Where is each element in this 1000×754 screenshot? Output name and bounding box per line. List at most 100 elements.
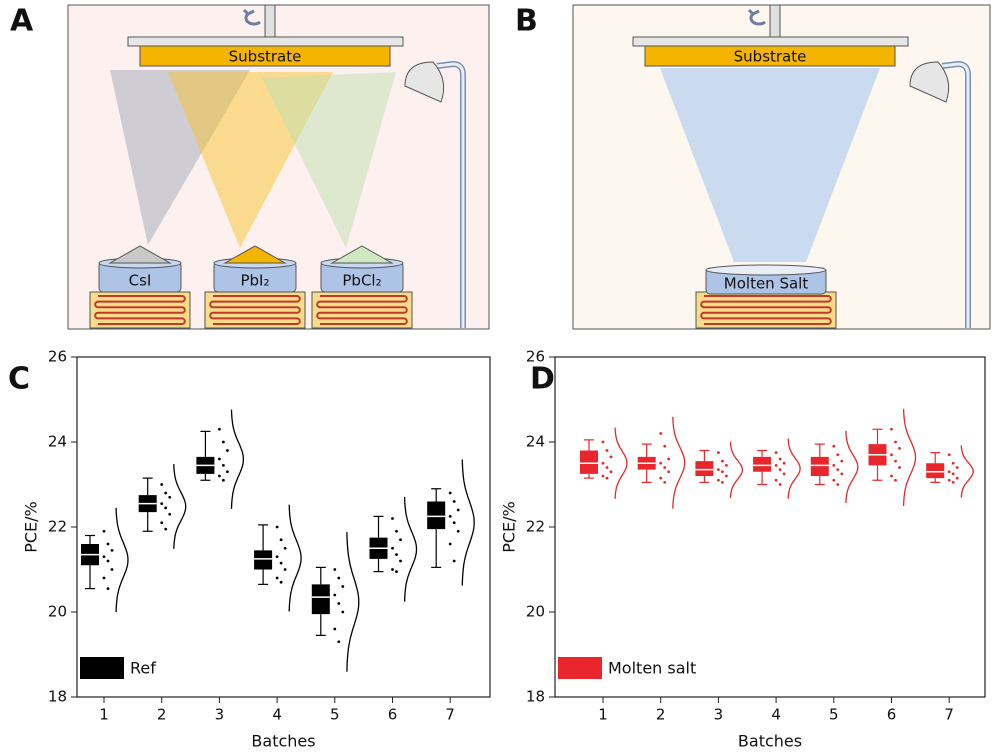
lamp-head bbox=[909, 61, 950, 103]
box bbox=[810, 456, 829, 476]
box bbox=[753, 456, 772, 472]
data-point bbox=[160, 502, 164, 506]
distribution-curve bbox=[403, 496, 418, 602]
x-tick-label: 1 bbox=[598, 706, 608, 724]
data-point bbox=[164, 506, 168, 510]
data-point bbox=[605, 476, 609, 480]
data-point bbox=[836, 453, 840, 457]
heater-coil bbox=[316, 295, 408, 325]
data-point bbox=[778, 457, 782, 461]
data-point bbox=[782, 461, 786, 465]
data-point bbox=[102, 576, 106, 580]
data-point bbox=[663, 466, 667, 469]
data-point bbox=[279, 561, 283, 565]
data-point bbox=[110, 568, 114, 571]
box bbox=[427, 501, 446, 530]
data-point bbox=[222, 478, 225, 482]
crucible-rim bbox=[705, 264, 827, 276]
vapor-beam bbox=[262, 72, 396, 248]
source-powder bbox=[330, 245, 394, 264]
data-point bbox=[774, 478, 778, 482]
data-point bbox=[609, 470, 613, 474]
legend-swatch bbox=[80, 657, 124, 679]
box bbox=[580, 450, 598, 474]
distribution-curve bbox=[845, 430, 859, 504]
data-point bbox=[774, 451, 778, 455]
y-tick-label: 18 bbox=[526, 688, 545, 706]
data-point bbox=[160, 521, 164, 525]
data-point bbox=[275, 525, 279, 529]
data-point bbox=[605, 466, 609, 469]
y-tick-label: 22 bbox=[48, 518, 67, 536]
y-tick-label: 20 bbox=[48, 603, 67, 621]
data-point bbox=[890, 474, 893, 478]
data-point bbox=[164, 527, 168, 531]
x-tick-label: 3 bbox=[714, 706, 724, 724]
box bbox=[254, 550, 273, 570]
data-point bbox=[609, 455, 613, 459]
data-point bbox=[399, 559, 402, 563]
data-point bbox=[778, 483, 782, 486]
heater-coil bbox=[209, 295, 301, 325]
data-point bbox=[222, 463, 225, 467]
data-point bbox=[955, 466, 959, 469]
y-tick-label: 24 bbox=[526, 433, 545, 451]
data-point bbox=[333, 568, 337, 571]
data-point bbox=[601, 461, 605, 465]
data-point bbox=[836, 483, 840, 486]
source-powder bbox=[108, 245, 172, 264]
data-point bbox=[836, 468, 840, 472]
data-point bbox=[448, 491, 452, 495]
data-point bbox=[337, 640, 341, 644]
data-point bbox=[717, 468, 720, 472]
data-point bbox=[168, 495, 172, 499]
data-point bbox=[106, 542, 110, 546]
data-point bbox=[717, 451, 720, 455]
distribution-curve bbox=[288, 504, 302, 612]
data-point bbox=[102, 529, 106, 533]
data-point bbox=[275, 555, 279, 559]
x-tick-label: 5 bbox=[829, 706, 839, 724]
data-point bbox=[955, 476, 959, 480]
distribution-curve bbox=[672, 416, 686, 509]
data-point bbox=[106, 559, 110, 563]
y-tick-label: 24 bbox=[48, 433, 67, 451]
substrate-holder bbox=[127, 36, 404, 47]
heater bbox=[204, 291, 306, 329]
data-point bbox=[399, 538, 402, 542]
x-tick-label: 6 bbox=[388, 706, 398, 724]
vapor-beam bbox=[660, 68, 880, 262]
data-point bbox=[452, 500, 456, 503]
data-point bbox=[395, 553, 398, 557]
distribution-curve bbox=[787, 438, 801, 499]
data-point bbox=[448, 514, 452, 518]
lamp-head bbox=[404, 61, 445, 103]
source-label: PbI₂ bbox=[240, 272, 269, 290]
data-point bbox=[448, 542, 452, 546]
data-point bbox=[725, 463, 728, 467]
substrate bbox=[139, 45, 391, 67]
data-point bbox=[890, 453, 893, 457]
heater-coil bbox=[700, 295, 832, 325]
data-point bbox=[894, 459, 897, 463]
data-point bbox=[341, 585, 345, 588]
data-point bbox=[160, 483, 164, 486]
data-point bbox=[333, 593, 337, 597]
data-point bbox=[452, 521, 456, 525]
x-tick-label: 4 bbox=[771, 706, 781, 724]
x-tick-label: 7 bbox=[944, 706, 954, 724]
y-tick-label: 26 bbox=[526, 348, 545, 366]
data-point bbox=[283, 568, 287, 571]
distribution-curve bbox=[115, 507, 129, 613]
data-point bbox=[605, 449, 609, 452]
data-point bbox=[667, 470, 671, 474]
x-axis-label: Batches bbox=[738, 732, 802, 751]
data-point bbox=[283, 546, 287, 550]
distribution-curve bbox=[614, 427, 628, 499]
panel-label: A bbox=[10, 4, 34, 39]
data-point bbox=[168, 512, 172, 516]
data-point bbox=[840, 472, 844, 476]
source-label: PbCl₂ bbox=[342, 272, 381, 290]
rod bbox=[769, 4, 781, 38]
